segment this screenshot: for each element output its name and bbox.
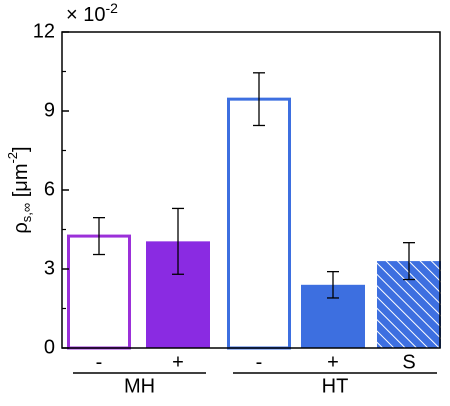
y-multiplier-base: × 10: [66, 4, 105, 26]
y-axis-label-part: -2: [5, 152, 20, 164]
y-axis-label-part: ρ: [10, 222, 32, 233]
group-label: HT: [322, 375, 349, 397]
x-tick-label: +: [327, 351, 339, 373]
y-axis-label-part: s,∞: [19, 203, 34, 222]
x-tick-label: -: [96, 351, 103, 373]
x-tick-label: +: [172, 351, 184, 373]
y-tick-label: 0: [44, 336, 55, 358]
group-label: MH: [124, 375, 155, 397]
y-tick-label: 6: [44, 178, 55, 200]
y-tick-label: 12: [33, 20, 55, 42]
y-tick-label: 9: [44, 99, 55, 121]
x-tick-label: S: [402, 351, 415, 373]
y-tick-label: 3: [44, 257, 55, 279]
y-axis-label-part: ]: [10, 146, 32, 152]
y-multiplier: × 10-2: [66, 0, 118, 26]
y-axis-label: ρs,∞ [μm-2]: [5, 146, 34, 233]
y-axis-label-part: [μm: [10, 164, 32, 203]
y-multiplier-exp: -2: [105, 0, 118, 16]
x-tick-label: -: [256, 351, 263, 373]
bar: [227, 97, 291, 350]
